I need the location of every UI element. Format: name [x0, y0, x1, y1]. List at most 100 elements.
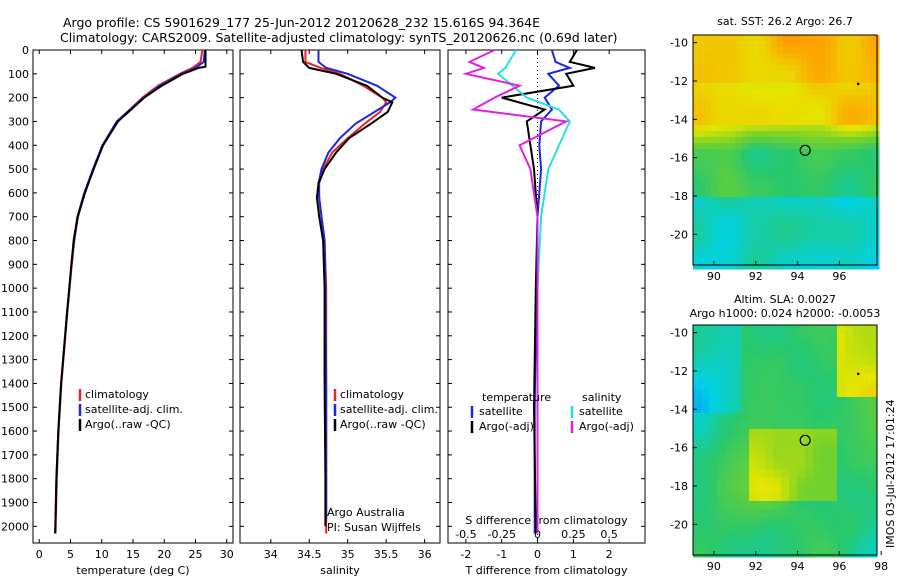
sla_map-cell — [797, 517, 806, 526]
sst_map-cell — [843, 233, 850, 240]
sst_map-cell — [801, 245, 808, 252]
sst_map-cell — [855, 161, 862, 168]
sst_map-cell — [825, 251, 832, 258]
sst_map-cell — [825, 53, 832, 60]
sst_map-cell — [789, 125, 796, 132]
sst_map-cell — [813, 161, 820, 168]
sst_map-cell — [783, 35, 790, 42]
sla_map-cell — [797, 373, 806, 382]
sst_map-cell — [849, 71, 856, 78]
sla_map-cell — [829, 365, 838, 374]
sla_map-cell — [709, 477, 718, 486]
sla_map-cell — [797, 397, 806, 406]
sst_map-cell — [861, 185, 868, 192]
sst_map-cell — [771, 227, 778, 234]
salinity-xtick-label: 34 — [264, 548, 278, 561]
sst_map-cell — [831, 251, 838, 258]
sst_map-cell — [789, 77, 796, 84]
sst_map-cell — [741, 71, 748, 78]
sla_map-cell — [845, 517, 854, 526]
sst_map-cell — [795, 77, 802, 84]
sla_map-cell — [701, 397, 710, 406]
sla_map-cell — [709, 325, 718, 334]
sla_map-cell — [701, 541, 710, 550]
sst_map-cell — [741, 251, 748, 258]
sst_map-cell — [813, 245, 820, 252]
sla_map-cell — [813, 477, 822, 486]
sst_map-cell — [849, 35, 856, 42]
sst_map-cell — [771, 89, 778, 96]
sst_map-cell — [759, 221, 766, 228]
sst_map-cell — [777, 59, 784, 66]
sla_map-cell — [717, 445, 726, 454]
sst_map-cell — [807, 119, 814, 126]
sst_map-cell — [783, 125, 790, 132]
sst_map-cell — [783, 179, 790, 186]
salinity-series-argo-raw-qc- — [300, 49, 394, 527]
sla_map-cell — [725, 485, 734, 494]
sst_map-cell — [801, 35, 808, 42]
sla_map-cell — [765, 341, 774, 350]
sst_map-cell — [777, 263, 784, 270]
sst_map-cell — [699, 173, 706, 180]
sla_map-cell — [789, 525, 798, 534]
sla_map-cell — [821, 421, 830, 430]
sst_map-cell — [777, 185, 784, 192]
sst_map-cell — [693, 179, 700, 186]
sst_map-cell — [831, 245, 838, 252]
sla_map-cell — [861, 541, 870, 550]
sst_map-cell — [837, 131, 844, 138]
sst_map-cell — [861, 155, 868, 162]
sla_map-cell — [797, 461, 806, 470]
sla_map-cell — [821, 445, 830, 454]
sla_map-cell — [797, 469, 806, 478]
sla_map-cell — [709, 541, 718, 550]
sst_map-cell — [831, 209, 838, 216]
salinity-xtick-label: 36 — [418, 548, 432, 561]
sla_map-cell — [709, 389, 718, 398]
sst_map-cell — [861, 227, 868, 234]
sst_map-cell — [729, 65, 736, 72]
sst_map-cell — [831, 95, 838, 102]
sla_map-cell — [853, 373, 862, 382]
sla_map-cell — [805, 413, 814, 422]
sst_map-cell — [741, 233, 748, 240]
sst_map-cell — [741, 245, 748, 252]
sla_map-cell — [725, 421, 734, 430]
sst_map-cell — [705, 95, 712, 102]
sst_map-cell — [843, 251, 850, 258]
sst_map-cell — [723, 101, 730, 108]
sst_map-cell — [705, 107, 712, 114]
sst_map-cell — [855, 125, 862, 132]
depth-tick-label: 400 — [8, 139, 29, 152]
sla_map-cell — [725, 477, 734, 486]
sst_map-cell — [765, 89, 772, 96]
sla_map-cell — [797, 429, 806, 438]
sst_map-cell — [765, 35, 772, 42]
figure-title-line1: Argo profile: CS 5901629_177 25-Jun-2012… — [63, 15, 541, 30]
salinity-legend-label: satellite-adj. clim. — [340, 403, 438, 416]
sst_map-cell — [771, 233, 778, 240]
sst_map-cell — [789, 89, 796, 96]
sst_map-cell — [843, 221, 850, 228]
sla_map-cell — [733, 445, 742, 454]
sla_map-cell — [821, 365, 830, 374]
sst_map-cell — [759, 149, 766, 156]
sst_map-cell — [693, 95, 700, 102]
sst_map-cell — [861, 203, 868, 210]
sla_map-cell — [821, 461, 830, 470]
sst_map-cell — [873, 131, 880, 138]
sst_map-cell — [759, 245, 766, 252]
sst_map-cell — [771, 41, 778, 48]
sst_map-cell — [735, 53, 742, 60]
sst_map-cell — [723, 197, 730, 204]
sst_map-cell — [741, 107, 748, 114]
sst_map-cell — [723, 245, 730, 252]
sst_map-cell — [873, 197, 880, 204]
sla_map-cell — [701, 381, 710, 390]
sla_map-cell — [821, 373, 830, 382]
sst_map-cell — [861, 107, 868, 114]
sla_map-cell — [725, 413, 734, 422]
sst_map-cell — [807, 245, 814, 252]
sst_map-cell — [819, 203, 826, 210]
